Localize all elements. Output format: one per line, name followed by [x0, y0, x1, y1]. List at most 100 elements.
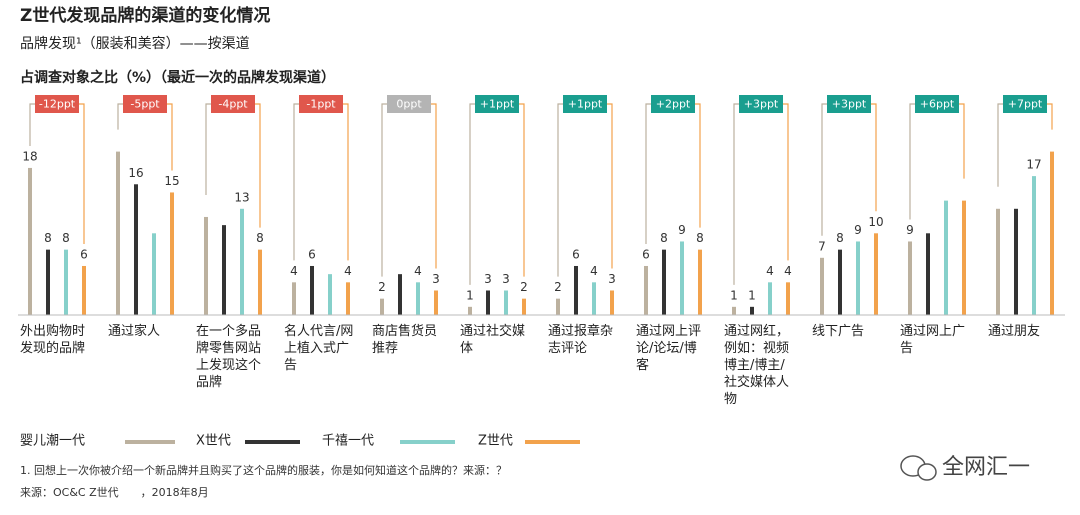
footnote: 1. 回想上一次你被介绍一个新品牌并且购买了这个品牌的服装，你是如何知道这个品牌…	[20, 463, 507, 477]
change-badge	[651, 95, 695, 113]
bar	[258, 249, 262, 315]
bar	[944, 200, 948, 315]
bracket	[733, 103, 739, 285]
value-label: 4	[414, 264, 422, 278]
x-tick-label: 通过家人	[108, 324, 161, 339]
bracket	[557, 103, 563, 277]
change-label: -1ppt	[306, 98, 336, 111]
bar	[750, 306, 754, 315]
watermark: 全网汇一	[942, 455, 1030, 480]
bar	[874, 233, 878, 315]
change-label: -12ppt	[39, 98, 76, 111]
change-badge	[915, 95, 959, 113]
value-label: 1	[748, 288, 756, 302]
change-label: +3ppt	[832, 98, 867, 111]
change-label: +7ppt	[1008, 98, 1043, 111]
x-tick-label: 通过网红，例如：视频博主/博主/社交媒体人物	[724, 324, 790, 407]
source: 来源：OC&C Z世代 ，2018年8月	[20, 485, 209, 499]
x-tick-label: 通过报章杂志评论	[548, 324, 614, 356]
change-label: -4ppt	[218, 98, 248, 111]
y-label: 占调查对象之比（%）（最近一次的品牌发现渠道）	[20, 69, 335, 86]
value-label: 8	[44, 231, 52, 245]
bar	[204, 216, 208, 315]
value-label: 8	[62, 231, 70, 245]
value-label: 6	[80, 247, 88, 261]
value-label: 3	[502, 272, 510, 286]
bar	[222, 225, 226, 315]
legend-label: Z世代	[478, 434, 513, 449]
value-label: 6	[642, 247, 650, 261]
bar	[170, 192, 174, 315]
value-label: 16	[128, 166, 143, 180]
bar	[134, 184, 138, 315]
change-badge	[123, 95, 167, 113]
bar	[1032, 176, 1036, 315]
value-label: 8	[256, 231, 264, 245]
x-tick-label: 名人代言/网上植入式广告	[284, 324, 354, 373]
bracket	[783, 103, 789, 261]
change-badge	[827, 95, 871, 113]
value-label: 13	[234, 190, 249, 204]
bar	[504, 290, 508, 315]
value-label: 1	[730, 288, 738, 302]
change-label: +1ppt	[568, 98, 603, 111]
change-badge	[739, 95, 783, 113]
bar	[434, 290, 438, 315]
bar	[1050, 151, 1054, 315]
bar	[28, 167, 32, 315]
bracket	[343, 103, 349, 261]
value-label: 3	[432, 272, 440, 286]
x-tick-label: 在一个多品牌零售网站上发现这个品牌	[196, 324, 262, 390]
change-badge	[1003, 95, 1047, 113]
bracket	[29, 103, 35, 146]
bracket	[607, 103, 613, 269]
legend-label: X世代	[196, 434, 231, 449]
legend-label: 千禧一代	[322, 434, 374, 449]
bracket	[997, 103, 1003, 187]
value-label: 9	[854, 223, 862, 237]
value-label: 15	[164, 174, 179, 188]
bar	[856, 241, 860, 315]
value-label: 18	[22, 149, 37, 163]
value-label: 4	[590, 264, 598, 278]
bar	[152, 233, 156, 315]
bar	[46, 249, 50, 315]
bar	[468, 306, 472, 315]
value-label: 1	[466, 288, 474, 302]
value-label: 17	[1026, 158, 1041, 172]
value-label: 4	[784, 264, 792, 278]
legend-label: 婴儿潮一代	[20, 434, 85, 449]
value-label: 9	[906, 223, 914, 237]
bar	[768, 282, 772, 315]
value-label: 3	[484, 272, 492, 286]
value-label: 2	[554, 280, 562, 294]
x-tick-label: 外出购物时发现的品牌	[20, 324, 86, 356]
bar	[116, 151, 120, 315]
value-label: 4	[290, 264, 298, 278]
bar	[240, 208, 244, 315]
x-tick-label: 通过朋友	[988, 324, 1041, 339]
bar	[962, 200, 966, 315]
bar	[996, 208, 1000, 315]
change-badge	[475, 95, 519, 113]
bar	[732, 306, 736, 315]
bracket	[293, 103, 299, 261]
change-label: +3ppt	[744, 98, 779, 111]
bar	[926, 233, 930, 315]
bar	[786, 282, 790, 315]
subtitle: 品牌发现¹（服装和美容）——按渠道	[20, 35, 250, 52]
value-label: 4	[766, 264, 774, 278]
bar	[574, 265, 578, 315]
chart-title: Z世代发现品牌的渠道的变化情况	[20, 5, 270, 26]
bracket	[695, 103, 701, 228]
value-label: 10	[868, 215, 883, 229]
bar	[820, 257, 824, 315]
bracket	[909, 103, 915, 220]
bar	[398, 274, 402, 315]
bar	[64, 249, 68, 315]
bracket	[167, 103, 173, 171]
value-label: 8	[660, 231, 668, 245]
bar	[908, 241, 912, 315]
change-label: -5ppt	[130, 98, 160, 111]
